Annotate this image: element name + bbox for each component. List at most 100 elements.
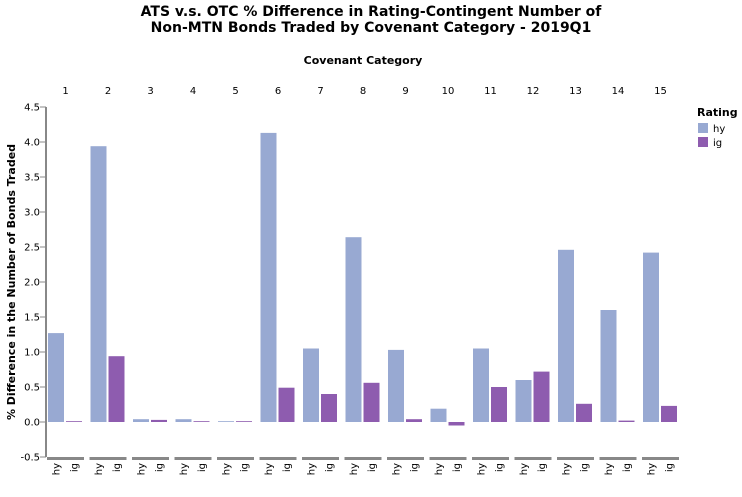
column-label: 10 bbox=[442, 86, 455, 97]
y-tick-label: -0.5 bbox=[20, 453, 40, 464]
legend: Rating hy ig bbox=[697, 106, 738, 149]
bar-ig-13 bbox=[576, 403, 592, 422]
bar-ig-11 bbox=[491, 387, 507, 422]
x-tick-label: ig bbox=[282, 463, 293, 472]
facet-x-axis bbox=[514, 457, 552, 460]
facet-x-axis bbox=[302, 457, 339, 460]
bar-hy-9 bbox=[388, 349, 404, 422]
column-label: 12 bbox=[527, 86, 540, 97]
facet-x-axis bbox=[599, 457, 637, 460]
x-tick-label: hy bbox=[179, 463, 190, 475]
column-label: 1 bbox=[62, 86, 68, 97]
x-tick-label: hy bbox=[434, 463, 445, 475]
y-tick-label: 1.0 bbox=[24, 348, 40, 359]
column-label: 2 bbox=[105, 86, 111, 97]
facet-x-axis bbox=[259, 457, 297, 460]
bar-hy-12 bbox=[515, 380, 532, 422]
x-tick-label: hy bbox=[647, 463, 658, 475]
column-label: 13 bbox=[569, 86, 582, 97]
x-tick-label: ig bbox=[155, 463, 166, 472]
x-tick-label: hy bbox=[307, 463, 318, 475]
bar-hy-14 bbox=[600, 310, 617, 422]
facet-x-axis bbox=[344, 457, 382, 460]
x-tick-label: hy bbox=[604, 463, 615, 475]
column-label: 9 bbox=[402, 86, 408, 97]
x-tick-label: hy bbox=[137, 463, 148, 475]
bar-hy-8 bbox=[345, 237, 362, 422]
x-tick-label: ig bbox=[537, 463, 548, 472]
bar-ig-1 bbox=[66, 421, 82, 422]
bar-hy-7 bbox=[303, 348, 319, 422]
bar-hy-2 bbox=[90, 146, 107, 422]
x-tick-label: hy bbox=[562, 463, 573, 475]
column-label: 6 bbox=[275, 86, 281, 97]
x-tick-label: ig bbox=[325, 463, 336, 472]
x-tick-label: hy bbox=[222, 463, 233, 475]
bar-hy-6 bbox=[260, 132, 277, 422]
facet-x-axis bbox=[642, 457, 679, 460]
bar-ig-8 bbox=[363, 382, 380, 422]
legend-swatch-hy bbox=[698, 123, 708, 133]
facet-x-axis bbox=[429, 457, 467, 460]
chart-title-line-2: Non-MTN Bonds Traded by Covenant Categor… bbox=[151, 20, 592, 36]
column-label: 8 bbox=[360, 86, 366, 97]
column-label: 11 bbox=[484, 86, 497, 97]
bar-ig-12 bbox=[533, 371, 550, 422]
legend-title: Rating bbox=[697, 106, 738, 119]
y-tick-label: 3.5 bbox=[24, 173, 40, 184]
facet-x-axis bbox=[89, 457, 127, 460]
y-tick-label: 3.0 bbox=[24, 208, 40, 219]
x-tick-label: hy bbox=[94, 463, 105, 475]
x-tick-label: hy bbox=[519, 463, 530, 475]
y-tick-label: 2.0 bbox=[24, 278, 40, 289]
facet-x-axis bbox=[387, 457, 424, 460]
column-label: 7 bbox=[317, 86, 323, 97]
y-tick-label: 2.5 bbox=[24, 243, 40, 254]
chart-title-line-1: ATS v.s. OTC % Difference in Rating-Cont… bbox=[141, 4, 603, 20]
facet-x-axis bbox=[47, 457, 84, 460]
x-tick-label: ig bbox=[580, 463, 591, 472]
x-tick-label: ig bbox=[410, 463, 421, 472]
bar-ig-15 bbox=[661, 405, 677, 422]
y-tick-label: 0.0 bbox=[24, 418, 40, 429]
bar-hy-4 bbox=[175, 419, 192, 422]
x-tick-label: ig bbox=[197, 463, 208, 472]
bar-hy-1 bbox=[48, 333, 64, 422]
column-label: 5 bbox=[232, 86, 238, 97]
y-axis-title: % Difference in the Number of Bonds Trad… bbox=[5, 144, 18, 420]
bar-ig-3 bbox=[151, 419, 167, 422]
column-label: 15 bbox=[654, 86, 667, 97]
bar-hy-15 bbox=[643, 252, 659, 422]
column-label: 14 bbox=[612, 86, 625, 97]
x-tick-label: ig bbox=[240, 463, 251, 472]
bar-ig-2 bbox=[108, 356, 125, 422]
x-tick-label: hy bbox=[349, 463, 360, 475]
y-tick-label: 4.5 bbox=[24, 103, 40, 114]
bar-ig-7 bbox=[321, 394, 337, 422]
y-tick-label: 0.5 bbox=[24, 383, 40, 394]
facet-x-axis bbox=[217, 457, 254, 460]
y-tick-label: 1.5 bbox=[24, 313, 40, 324]
facet-x-axis bbox=[472, 457, 509, 460]
bar-hy-5 bbox=[218, 421, 234, 422]
x-tick-label: ig bbox=[665, 463, 676, 472]
x-tick-label: hy bbox=[264, 463, 275, 475]
bar-hy-10 bbox=[430, 408, 447, 422]
bar-ig-10 bbox=[448, 422, 465, 426]
x-tick-label: ig bbox=[367, 463, 378, 472]
column-facet-title: Covenant Category bbox=[304, 54, 423, 67]
bar-ig-14 bbox=[618, 420, 635, 422]
legend-label-ig: ig bbox=[713, 138, 722, 149]
bar-hy-13 bbox=[558, 249, 574, 422]
bar-ig-4 bbox=[193, 421, 210, 422]
legend-swatch-ig bbox=[698, 137, 708, 147]
x-tick-label: hy bbox=[477, 463, 488, 475]
x-tick-label: hy bbox=[392, 463, 403, 475]
x-tick-label: ig bbox=[452, 463, 463, 472]
x-tick-label: ig bbox=[495, 463, 506, 472]
x-tick-label: ig bbox=[112, 463, 123, 472]
bar-hy-3 bbox=[133, 419, 149, 422]
y-tick-label: 4.0 bbox=[24, 138, 40, 149]
bar-ig-6 bbox=[278, 387, 295, 422]
